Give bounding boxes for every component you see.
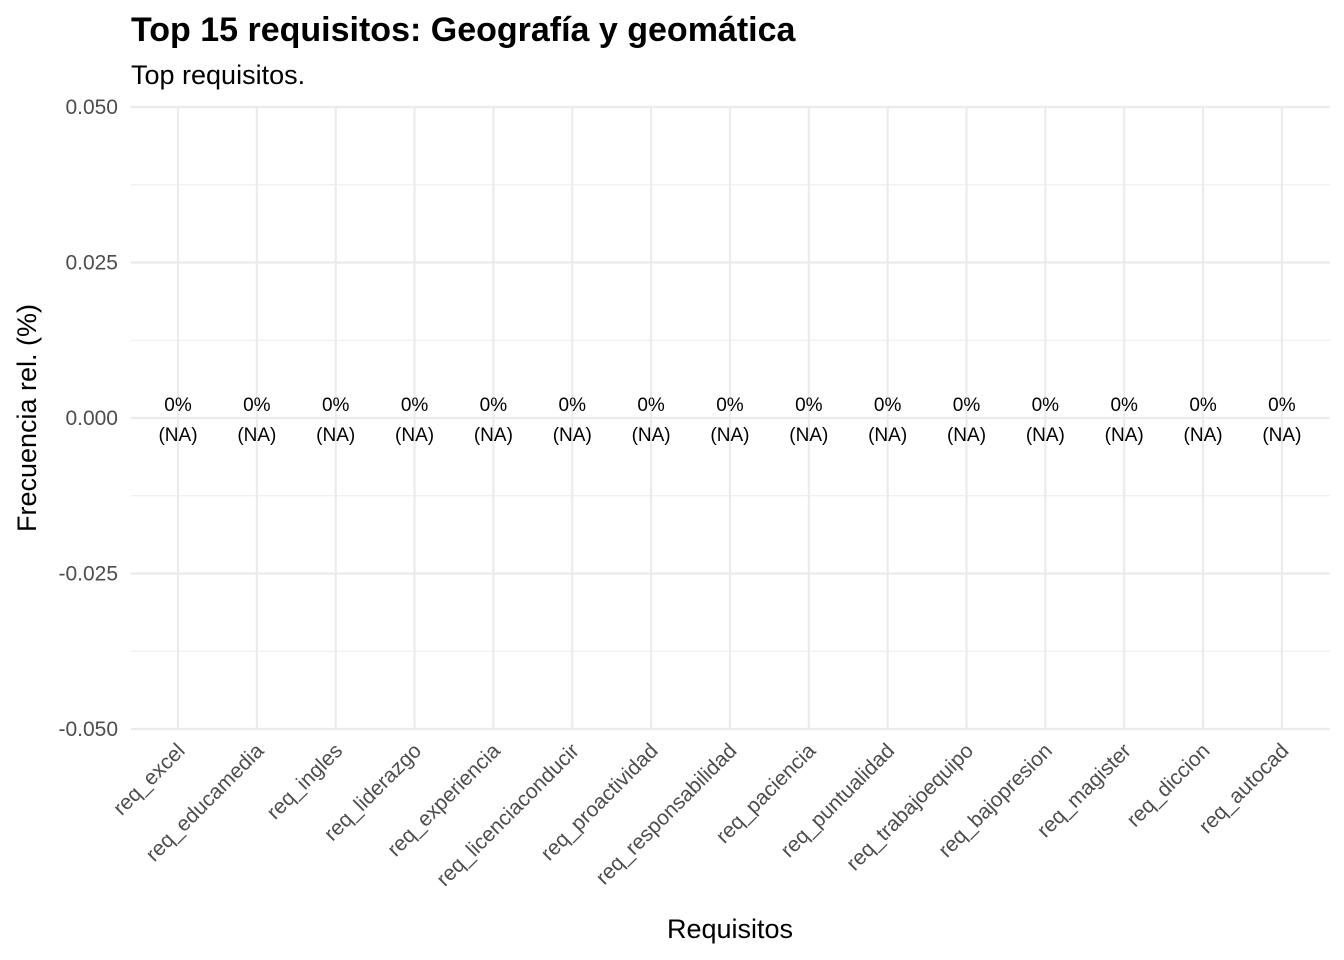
data-label-count: (NA) — [1026, 425, 1065, 446]
data-label-percent: 0% — [716, 395, 744, 416]
data-label-percent: 0% — [243, 395, 271, 416]
y-tick-label: 0.050 — [65, 96, 118, 119]
data-label-count: (NA) — [158, 425, 197, 446]
y-tick-label: -0.025 — [58, 563, 118, 586]
chart-title: Top 15 requisitos: Geografía y geomática — [131, 11, 797, 49]
data-label-percent: 0% — [795, 395, 823, 416]
data-label-percent: 0% — [1268, 395, 1296, 416]
data-label-count: (NA) — [710, 425, 749, 446]
data-labels: 0% (NA) 0% (NA) 0% (NA) 0% (NA) 0% (NA) 0% (NA) 0% (N… — [158, 395, 1301, 446]
grid-lines — [131, 105, 1330, 731]
data-label-count: (NA) — [1184, 425, 1223, 446]
data-label-percent: 0% — [637, 395, 665, 416]
data-label-count: (NA) — [474, 425, 513, 446]
data-label-percent: 0% — [480, 395, 508, 416]
data-label-count: (NA) — [316, 425, 355, 446]
chart-subtitle: Top requisitos. — [131, 60, 305, 90]
data-label-count: (NA) — [1262, 425, 1301, 446]
data-label-count: (NA) — [395, 425, 434, 446]
data-label-percent: 0% — [1032, 395, 1060, 416]
data-label-percent: 0% — [874, 395, 902, 416]
data-label-count: (NA) — [947, 425, 986, 446]
data-label-percent: 0% — [1110, 395, 1138, 416]
data-label-count: (NA) — [868, 425, 907, 446]
data-label-count: (NA) — [789, 425, 828, 446]
data-label-percent: 0% — [401, 395, 429, 416]
data-label-percent: 0% — [164, 395, 192, 416]
y-axis-ticks: 0.050 0.025 0.000 -0.025 -0.050 — [58, 96, 118, 741]
data-label-count: (NA) — [632, 425, 671, 446]
x-axis-title: Requisitos — [667, 914, 793, 944]
data-label-percent: 0% — [322, 395, 350, 416]
y-tick-label: 0.025 — [65, 252, 118, 275]
data-label-percent: 0% — [953, 395, 981, 416]
y-tick-label: -0.050 — [58, 718, 118, 741]
y-axis-title: Frecuencia rel. (%) — [12, 304, 42, 532]
data-label-count: (NA) — [1105, 425, 1144, 446]
data-label-percent: 0% — [1189, 395, 1217, 416]
data-label-percent: 0% — [559, 395, 587, 416]
data-label-count: (NA) — [237, 425, 276, 446]
y-tick-label: 0.000 — [65, 407, 118, 430]
data-label-count: (NA) — [553, 425, 592, 446]
